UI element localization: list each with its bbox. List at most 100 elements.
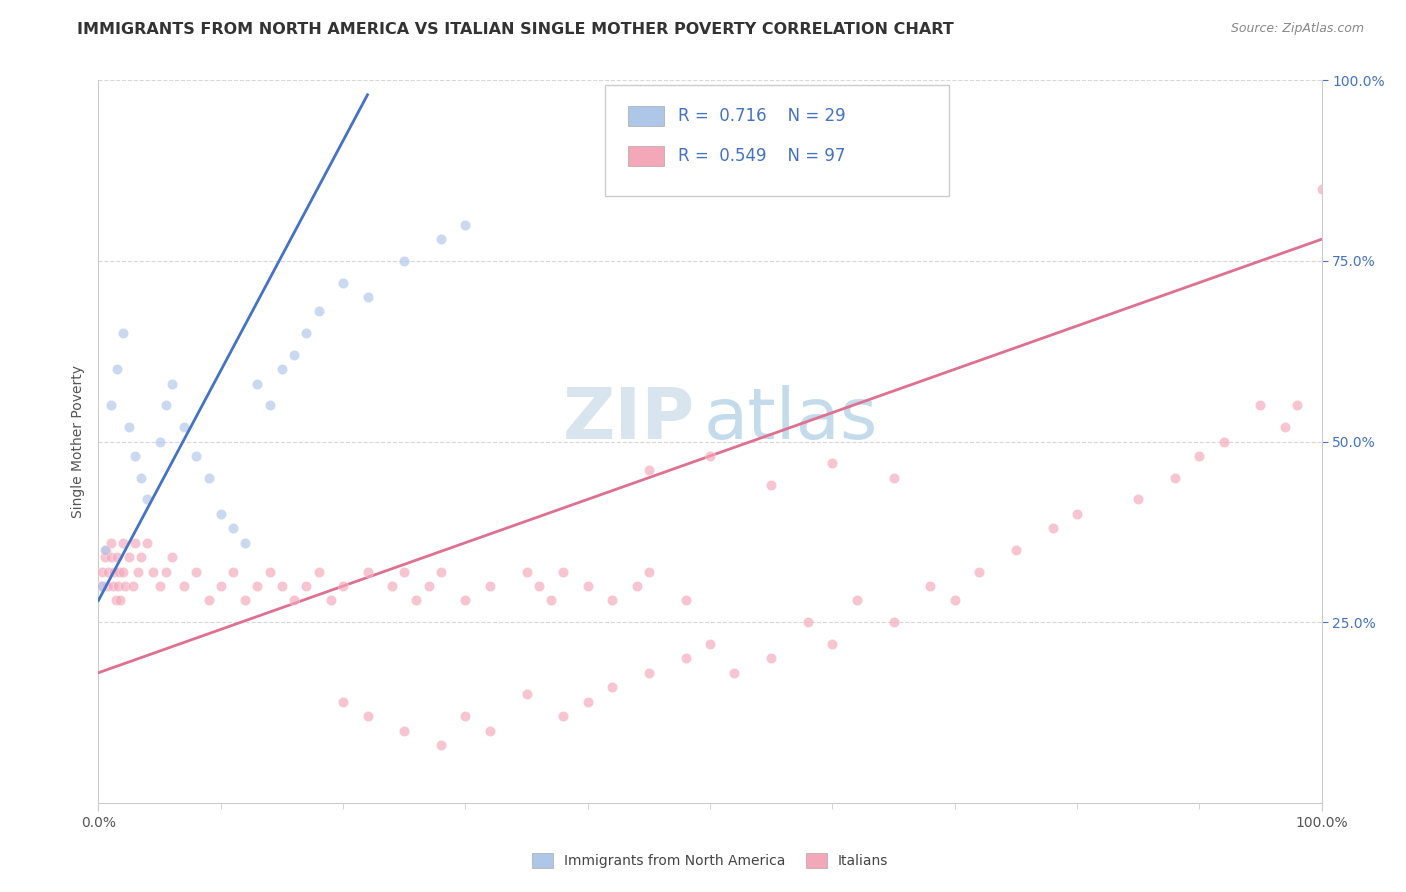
- Point: [129, 471, 152, 485]
- Point: [637, 665, 661, 680]
- Y-axis label: Single Mother Poverty: Single Mother Poverty: [70, 365, 84, 518]
- Point: [1004, 542, 1026, 557]
- Point: [920, 579, 942, 593]
- Point: [246, 579, 269, 593]
- Point: [118, 420, 141, 434]
- Point: [270, 579, 294, 593]
- Point: [821, 456, 844, 470]
- Point: [124, 449, 146, 463]
- Point: [155, 398, 177, 412]
- Point: [100, 550, 122, 565]
- Point: [883, 615, 905, 630]
- Point: [246, 376, 269, 391]
- Point: [454, 218, 477, 232]
- Point: [675, 593, 697, 607]
- Point: [626, 579, 648, 593]
- Point: [1164, 471, 1187, 485]
- Point: [516, 687, 538, 701]
- Point: [105, 362, 128, 376]
- Point: [101, 579, 124, 593]
- Point: [107, 579, 129, 593]
- Point: [283, 593, 305, 607]
- Point: [356, 565, 378, 579]
- Text: IMMIGRANTS FROM NORTH AMERICA VS ITALIAN SINGLE MOTHER POVERTY CORRELATION CHART: IMMIGRANTS FROM NORTH AMERICA VS ITALIAN…: [77, 22, 955, 37]
- Point: [761, 478, 783, 492]
- Point: [197, 593, 219, 607]
- Text: ZIP: ZIP: [564, 385, 696, 454]
- Point: [186, 449, 208, 463]
- Point: [540, 593, 562, 607]
- Text: Source: ZipAtlas.com: Source: ZipAtlas.com: [1230, 22, 1364, 36]
- Point: [111, 326, 134, 341]
- Point: [118, 550, 141, 565]
- Point: [478, 579, 501, 593]
- Point: [111, 535, 134, 549]
- Point: [105, 550, 128, 565]
- Point: [381, 579, 404, 593]
- Text: R =  0.716    N = 29: R = 0.716 N = 29: [678, 107, 845, 125]
- Point: [1188, 449, 1211, 463]
- Point: [405, 593, 427, 607]
- Point: [600, 680, 623, 694]
- Point: [124, 535, 146, 549]
- Point: [209, 579, 232, 593]
- Point: [553, 565, 575, 579]
- Point: [259, 565, 281, 579]
- Point: [392, 253, 416, 268]
- Point: [553, 709, 575, 723]
- Point: [108, 565, 131, 579]
- Point: [197, 471, 219, 485]
- Point: [283, 348, 305, 362]
- Point: [1066, 507, 1088, 521]
- Point: [233, 593, 256, 607]
- Text: atlas: atlas: [704, 385, 879, 454]
- Point: [173, 420, 195, 434]
- Point: [883, 471, 905, 485]
- Point: [94, 542, 117, 557]
- Point: [222, 521, 245, 535]
- Point: [136, 492, 159, 507]
- Point: [129, 550, 152, 565]
- Point: [160, 376, 183, 391]
- Point: [100, 398, 122, 412]
- Point: [308, 304, 330, 318]
- Point: [821, 637, 844, 651]
- Point: [723, 665, 745, 680]
- Point: [1310, 182, 1333, 196]
- Point: [454, 593, 477, 607]
- Point: [356, 290, 378, 304]
- Point: [430, 232, 453, 246]
- Point: [104, 593, 127, 607]
- Point: [111, 565, 134, 579]
- Point: [576, 579, 599, 593]
- Point: [114, 579, 136, 593]
- Point: [478, 723, 501, 738]
- Point: [332, 695, 354, 709]
- Point: [127, 565, 149, 579]
- Legend: Immigrants from North America, Italians: Immigrants from North America, Italians: [531, 854, 889, 868]
- Point: [967, 565, 990, 579]
- Point: [576, 695, 599, 709]
- Point: [319, 593, 342, 607]
- Point: [96, 579, 118, 593]
- Point: [97, 565, 120, 579]
- Point: [675, 651, 697, 665]
- Point: [430, 738, 453, 752]
- Point: [222, 565, 245, 579]
- Point: [797, 615, 820, 630]
- Point: [295, 579, 318, 593]
- Point: [308, 565, 330, 579]
- Point: [233, 535, 256, 549]
- Point: [295, 326, 318, 341]
- Point: [1250, 398, 1272, 412]
- Point: [430, 565, 453, 579]
- Point: [93, 542, 115, 557]
- Point: [100, 535, 122, 549]
- Point: [600, 593, 623, 607]
- Point: [845, 593, 868, 607]
- Point: [332, 276, 354, 290]
- Point: [699, 637, 721, 651]
- Point: [761, 651, 783, 665]
- Point: [173, 579, 195, 593]
- Point: [637, 463, 661, 477]
